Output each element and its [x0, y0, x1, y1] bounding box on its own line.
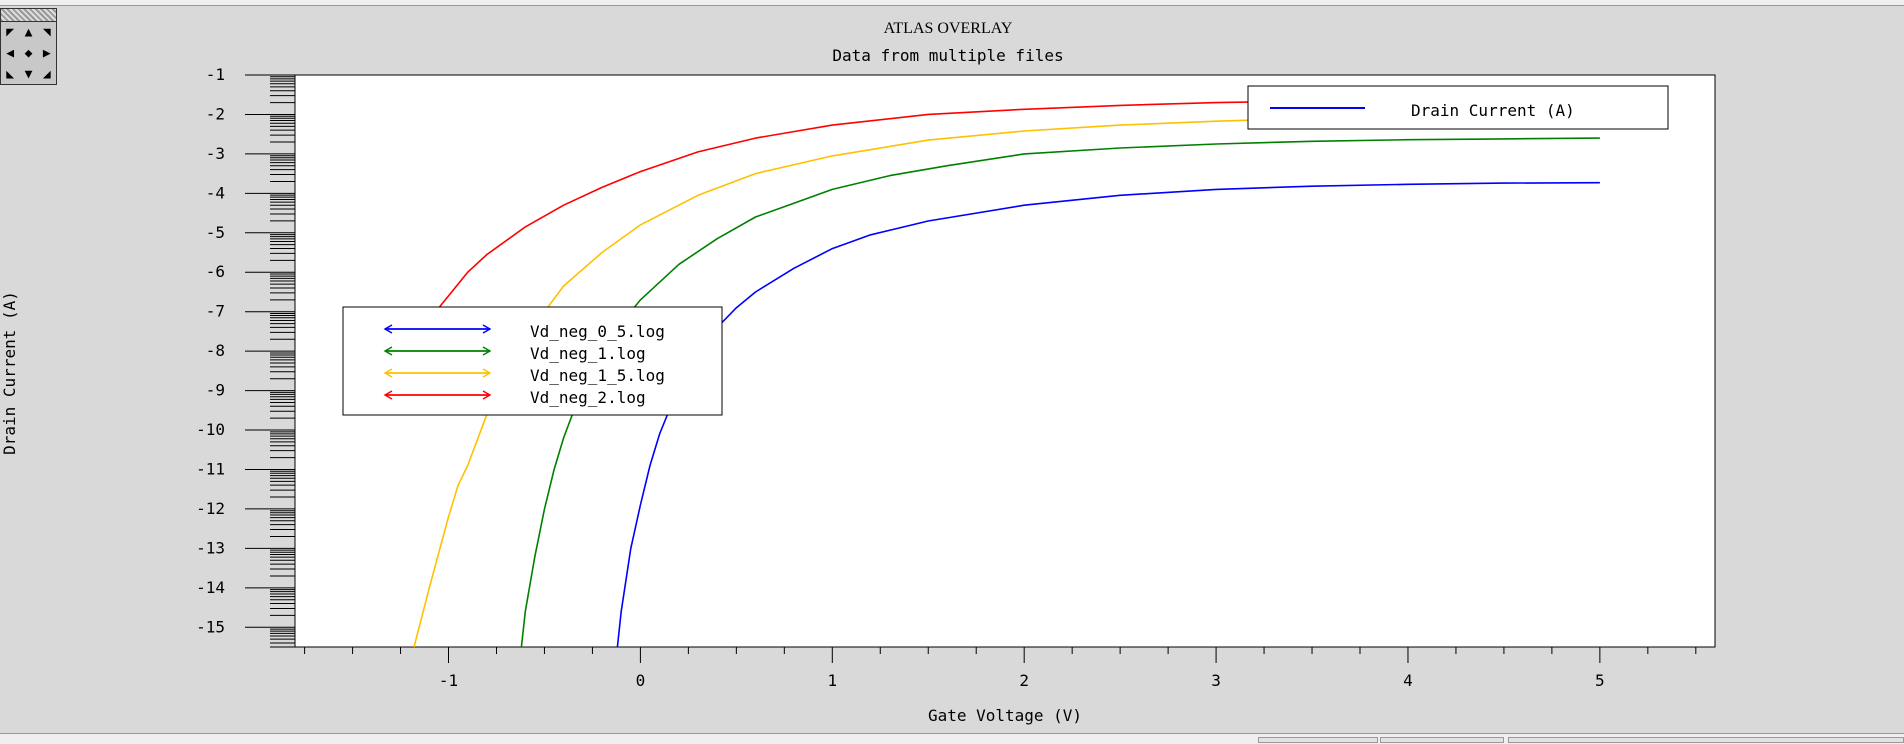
arrow-down-left-icon[interactable]: ◣ [6, 67, 15, 82]
arrow-up-right-icon[interactable]: ◥ [42, 25, 51, 40]
pan-zoom-control[interactable]: ◤ ▲ ◥ ◀ ◆ ▶ ◣ ▼ ◢ [0, 8, 57, 85]
x-tick-label: 3 [1211, 671, 1221, 690]
x-tick-label: 5 [1595, 671, 1605, 690]
quantity-legend: Drain Current (A) [1247, 85, 1669, 130]
x-tick-label: -1 [439, 671, 458, 690]
bottom-tab-3[interactable] [1508, 737, 1904, 743]
y-tick-label: -12 [196, 499, 225, 518]
series-line-Vd-neg-1-log [520, 137, 1600, 648]
y-tick-label: -2 [206, 104, 225, 123]
x-tick-label: 1 [827, 671, 837, 690]
pan-control-drag-handle[interactable] [1, 9, 56, 22]
x-tick-label: 0 [636, 671, 646, 690]
legend-swatch-marker [383, 390, 492, 400]
y-tick-label: -6 [206, 262, 225, 281]
legend-label-vd-neg-1: Vd_neg_1.log [530, 344, 646, 363]
legend-swatches [383, 324, 492, 400]
y-tick-label: -4 [206, 183, 225, 202]
y-tick-label: -9 [206, 381, 225, 400]
legend-swatch-marker [383, 368, 492, 378]
legend-swatch-marker [383, 346, 492, 356]
y-tick-label: -8 [206, 341, 225, 360]
x-axis: -1 0 1 2 3 4 5 [270, 646, 1697, 690]
series-line-Vd-neg-0-5-log [616, 181, 1600, 648]
bottom-tab-2[interactable] [1380, 737, 1504, 743]
x-axis-label: Gate Voltage (V) [928, 706, 1082, 725]
top-window-bar [0, 0, 1904, 6]
y-minor-ticks [270, 76, 295, 644]
arrow-down-right-icon[interactable]: ◢ [42, 67, 51, 82]
legend-label-vd-neg-0-5: Vd_neg_0_5.log [530, 322, 665, 341]
arrow-up-icon[interactable]: ▲ [24, 25, 33, 40]
arrow-right-icon[interactable]: ▶ [42, 46, 51, 61]
quantity-legend-label: Drain Current (A) [1411, 101, 1575, 120]
chart-title: ATLAS OVERLAY [884, 20, 1013, 37]
x-tick-label: 4 [1403, 671, 1413, 690]
y-tick-label: -10 [196, 420, 225, 439]
arrow-up-left-icon[interactable]: ◤ [6, 25, 15, 40]
y-tick-label: -7 [206, 302, 225, 321]
pan-control-buttons: ◤ ▲ ◥ ◀ ◆ ▶ ◣ ▼ ◢ [1, 22, 56, 85]
legend-label-vd-neg-2: Vd_neg_2.log [530, 388, 646, 407]
x-tick-label: 2 [1019, 671, 1029, 690]
y-tick-label: -11 [196, 459, 225, 478]
y-tick-label: -14 [196, 578, 225, 597]
y-tick-label: -3 [206, 144, 225, 163]
y-tick-label: -13 [196, 538, 225, 557]
y-tick-label: -5 [206, 223, 225, 242]
y-axis-label: Drain Current (A) [0, 291, 19, 455]
center-dot-icon[interactable]: ◆ [24, 46, 33, 61]
y-axis: -1 -2 -3 -4 -5 -6 -7 -8 -9 -10 -11 -12 -13 -14 -15 [196, 65, 295, 636]
y-tick-label: -15 [196, 617, 225, 636]
series-legend: Vd_neg_0_5.log Vd_neg_1.log Vd_neg_1_5.l… [342, 306, 723, 416]
bottom-status-bar [0, 733, 1904, 744]
arrow-down-icon[interactable]: ▼ [24, 67, 33, 82]
arrow-left-icon[interactable]: ◀ [6, 46, 15, 61]
legend-label-vd-neg-1-5: Vd_neg_1_5.log [530, 366, 665, 385]
bottom-tab-1[interactable] [1258, 737, 1378, 743]
y-tick-label: -1 [206, 65, 225, 84]
legend-swatch-marker [383, 324, 492, 334]
chart-subtitle: Data from multiple files [832, 46, 1063, 65]
series-legend-box [342, 306, 723, 416]
